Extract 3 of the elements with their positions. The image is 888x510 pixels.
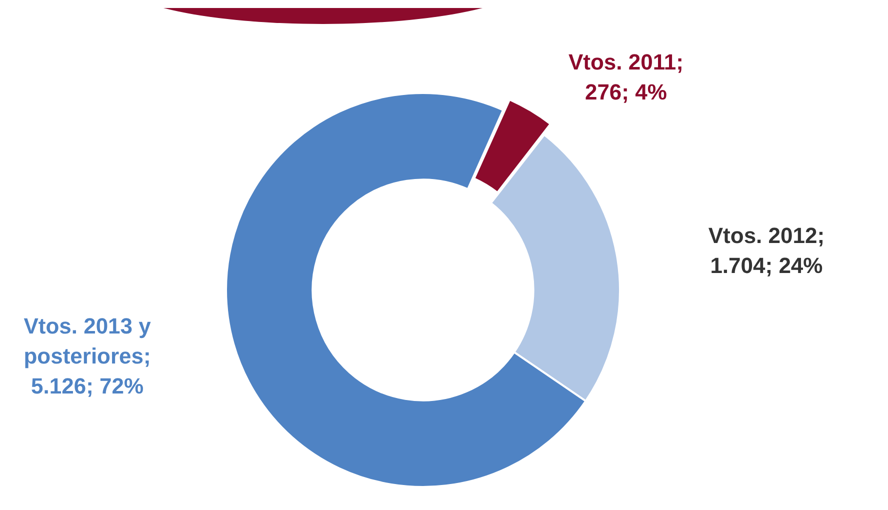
slice-label: Vtos. 2011; 276; 4%	[568, 49, 684, 104]
slice-label: Vtos. 2013 y posteriores; 5.126; 72%	[24, 314, 152, 399]
slice-label: Vtos. 2012; 1.704; 24%	[708, 223, 825, 278]
